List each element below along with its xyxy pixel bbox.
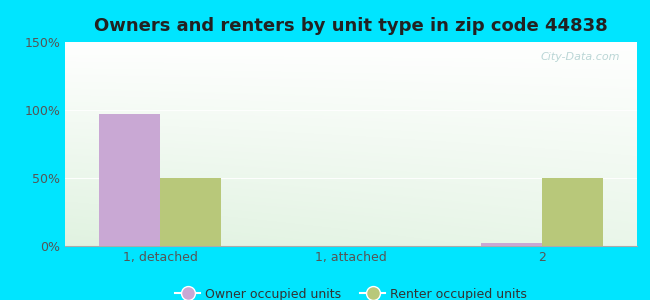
- Text: City-Data.com: City-Data.com: [540, 52, 620, 62]
- Title: Owners and renters by unit type in zip code 44838: Owners and renters by unit type in zip c…: [94, 17, 608, 35]
- Bar: [99, 114, 161, 246]
- Bar: [480, 243, 541, 246]
- Bar: [161, 178, 222, 246]
- Legend: Owner occupied units, Renter occupied units: Owner occupied units, Renter occupied un…: [170, 283, 532, 300]
- Bar: [541, 178, 603, 246]
